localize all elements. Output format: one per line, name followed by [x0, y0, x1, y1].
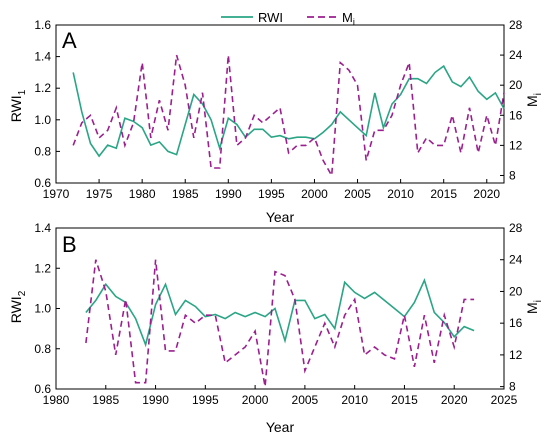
- panel-a-x-ticks: 1970 1975 1980 1985 1990 1995 2000 2005 2010 2015…: [43, 179, 500, 201]
- legend-rwi-label: RWI: [258, 10, 283, 25]
- panel-a-frame: [55, 24, 505, 184]
- panel-a-x-tick-label: 1995: [258, 187, 285, 201]
- panel-b-y2-tick-label: 8: [509, 380, 516, 394]
- panel-b-x-tick-label: 2010: [341, 393, 368, 407]
- panel-a-x-tick-label: 2000: [301, 187, 328, 201]
- panel-a-x-tick-label: 2015: [430, 187, 457, 201]
- panel-a-y2-tick-label: 8: [509, 168, 516, 182]
- panel-b-y-tick-label: 1.4: [34, 221, 51, 235]
- panel-a-mi-line: [72, 54, 505, 179]
- panel-b-x-tick-label: 1980: [43, 393, 70, 407]
- panel-b-y2-tick-label: 24: [509, 253, 523, 267]
- panel-b-rwi-line: [85, 278, 475, 348]
- panel-a-x-tick-label: 2010: [387, 187, 414, 201]
- panel-a-y-tick-label: 1.4: [34, 50, 51, 64]
- panel-b-x-tick-label: 2000: [242, 393, 269, 407]
- panel-b-y2-title: Mi: [524, 300, 544, 314]
- panel-b-x-tick-label: 2020: [441, 393, 468, 407]
- panel-b-frame: [55, 227, 505, 390]
- panel-b-y2-tick-label: 12: [509, 348, 523, 362]
- panel-b-letter: B: [62, 232, 77, 257]
- panel-a-x-tick-label: 1980: [129, 187, 156, 201]
- panel-a-y2-tick-label: 24: [509, 48, 523, 62]
- panel-a-x-tick-label: 1985: [172, 187, 199, 201]
- panel-b-y2-ticks: 8 12 16 20 24 28: [500, 221, 523, 394]
- panel-b-x-tick-label: 1985: [92, 393, 119, 407]
- panel-a-y-tick-label: 0.6: [34, 176, 51, 190]
- panel-b-mi-line: [85, 259, 475, 387]
- panel-b-y-title: RWI2: [8, 290, 28, 323]
- panel-b-x-tick-label: 2015: [391, 393, 418, 407]
- panel-a-letter: A: [62, 28, 77, 53]
- panel-b: B 1980 1985 1990 1995 2000 2005 2010 2015 2020 20…: [8, 221, 544, 435]
- panel-a-y2-tick-label: 20: [509, 78, 523, 92]
- panel-a-y-tick-label: 0.8: [34, 144, 51, 158]
- panel-a-x-tick-label: 2005: [344, 187, 371, 201]
- panel-a-y-title: RWI1: [8, 89, 28, 122]
- panel-a-rwi-line: [72, 64, 505, 158]
- panel-b-x-ticks: 1980 1985 1990 1995 2000 2005 2010 2015 2020 2025: [43, 385, 518, 407]
- panel-b-x-tick-label: 2005: [292, 393, 319, 407]
- panel-a-y-ticks: 0.6 0.8 1.0 1.2 1.4 1.6: [34, 18, 60, 190]
- panel-b-y-tick-label: 1.0: [34, 302, 51, 316]
- panel-a-y2-tick-label: 16: [509, 108, 523, 122]
- panel-a-y2-title: Mi: [524, 93, 544, 107]
- panel-a-y-tick-label: 1.0: [34, 113, 51, 127]
- legend: RWI Mi: [221, 10, 355, 27]
- panel-a-y2-ticks: 8 12 16 20 24 28: [500, 18, 523, 182]
- panel-a-y-tick-label: 1.2: [34, 81, 51, 95]
- panel-b-y-tick-label: 0.8: [34, 342, 51, 356]
- panel-a-y2-tick-label: 28: [509, 18, 523, 32]
- panel-a-x-tick-label: 2020: [473, 187, 500, 201]
- panel-a-x-tick-label: 1975: [86, 187, 113, 201]
- panel-a-y-tick-label: 1.6: [34, 18, 51, 32]
- panel-b-y-ticks: 0.6 0.8 1.0 1.2 1.4: [34, 221, 60, 396]
- panel-a-x-title: Year: [266, 209, 295, 225]
- panel-a-x-tick-label: 1990: [215, 187, 242, 201]
- panel-b-y-tick-label: 1.2: [34, 261, 51, 275]
- panel-b-x-tick-label: 2025: [491, 393, 518, 407]
- panel-a: A 1970 1975 1980 1985 1990 1995 2000 2005 2010 20…: [8, 18, 544, 225]
- panel-b-y2-tick-label: 28: [509, 221, 523, 235]
- panel-a-y2-tick-label: 12: [509, 138, 523, 152]
- panel-b-y2-tick-label: 16: [509, 316, 523, 330]
- panel-b-x-title: Year: [266, 419, 295, 435]
- panel-b-x-tick-label: 1995: [192, 393, 219, 407]
- panel-b-y2-tick-label: 20: [509, 284, 523, 298]
- panel-b-x-tick-label: 1990: [142, 393, 169, 407]
- legend-mi-label: Mi: [342, 10, 355, 27]
- panel-b-y-tick-label: 0.6: [34, 382, 51, 396]
- panel-a-x-tick-label: 1970: [43, 187, 70, 201]
